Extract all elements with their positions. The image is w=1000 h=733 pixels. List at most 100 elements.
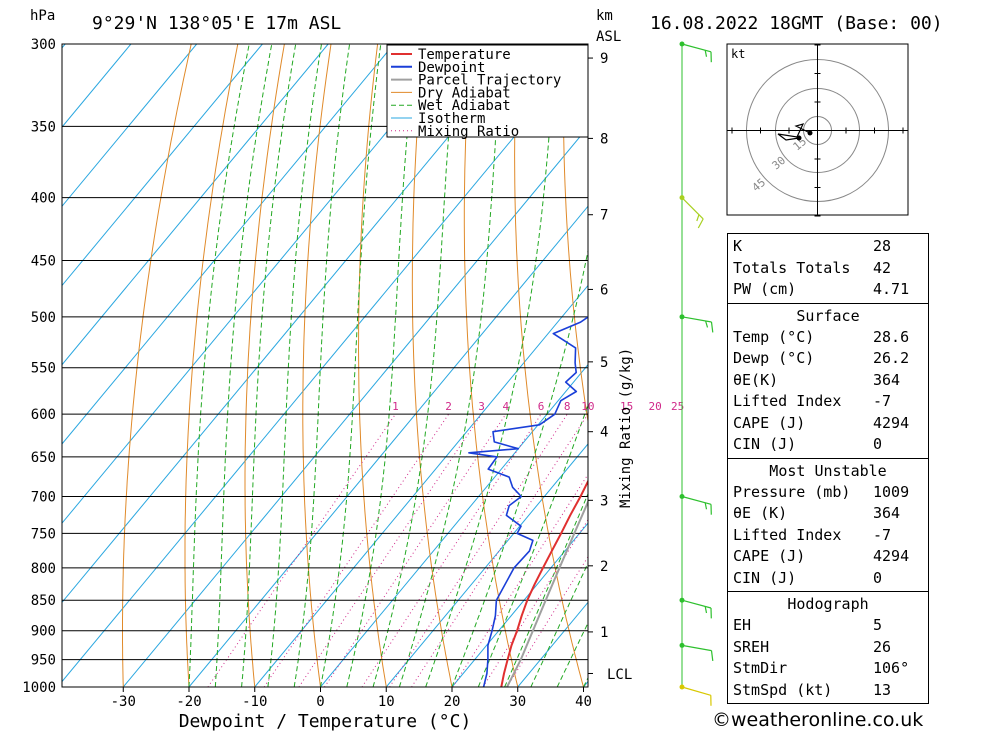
location-title: 9°29'N 138°05'E 17m ASL (92, 13, 341, 34)
wind-barb-shaft (681, 644, 712, 652)
surface-indices: Surface Temp (°C) 28.6 Dewp (°C) 26.2 θE(K) 3… (728, 302, 928, 458)
isotherm-line (385, 443, 588, 687)
most-unstable-title: Most Unstable (769, 461, 887, 480)
hodograph-index-value: 26 (873, 637, 892, 656)
surface-index-row: Dewp (°C) 26.2 (728, 348, 928, 370)
surface-index-value: 0 (873, 435, 883, 453)
mixing-ratio-line (298, 413, 482, 687)
mixing-ratio-line (263, 413, 450, 687)
wet-adiabat-line (451, 248, 588, 687)
legend-label: Isotherm (418, 111, 485, 127)
hodograph-index-value: 106° (873, 659, 910, 677)
most-unstable-index-row: CIN (J) 0 (728, 568, 928, 590)
y-tick-label: 500 (31, 310, 56, 326)
surface-index-row: CAPE (J) 4294 (728, 413, 928, 435)
y-tick-label: 600 (31, 407, 56, 423)
wind-profile (679, 41, 714, 706)
general-index-key: PW (cm) (733, 280, 797, 298)
surface-index-value: 364 (873, 370, 901, 389)
km-tick-label: 6 (600, 282, 608, 298)
mixing-ratio-line (361, 413, 542, 687)
hodograph-index-row: StmSpd (kt) 13 (728, 680, 928, 702)
y-tick-label: 750 (31, 526, 56, 542)
wind-barb-shaft (681, 43, 712, 53)
legend-label: Mixing Ratio (418, 124, 519, 140)
lcl-label: LCL (607, 667, 632, 683)
isotherm-line (62, 44, 395, 445)
wet-adiabat-line (214, 44, 273, 687)
surface-index-row: Temp (°C) 28.6 (728, 327, 928, 349)
isotherm-line (122, 126, 588, 687)
isotherm-line (320, 363, 588, 687)
hodograph-index-key: EH (733, 616, 752, 634)
x-tick-label: -10 (242, 694, 267, 710)
wet-adiabat-line (241, 44, 297, 687)
general-index-row: PW (cm) 4.71 (728, 279, 928, 301)
surface-index-key: CAPE (J) (733, 413, 806, 432)
most-unstable-index-value: 4294 (873, 547, 910, 565)
wet-adiabat-line (372, 44, 457, 687)
wind-barb-flag (710, 321, 714, 333)
most-unstable-index-row: Lifted Index -7 (728, 525, 928, 547)
wet-adiabat-line (398, 44, 503, 687)
wind-barb-flag (697, 218, 704, 229)
x-axis-label: Dewpoint / Temperature (°C) (179, 711, 472, 732)
general-index-value: 28 (873, 237, 892, 255)
most-unstable-index-value: -7 (873, 525, 892, 544)
dry-adiabat-line (980, 26, 1000, 692)
mixing-ratio-label: 20 (648, 400, 661, 413)
most-unstable-index-key: CIN (J) (733, 568, 797, 587)
y-tick-label: 550 (31, 361, 56, 377)
mixing-ratio-label: 4 (502, 400, 509, 413)
wind-barb-flag (705, 320, 709, 328)
surface-index-value: -7 (873, 392, 892, 410)
wet-adiabat-line (504, 492, 588, 687)
footer-credit[interactable]: ©weatheronline.co.uk (712, 709, 924, 731)
hodograph-index-value: 13 (873, 680, 892, 699)
hodograph-index-row: SREH 26 (728, 637, 928, 659)
most-unstable-index-row: CAPE (J) 4294 (728, 546, 928, 568)
parcel-trajectory-line (505, 499, 588, 687)
unit-hpa: hPa (30, 8, 55, 24)
hodograph-indices: Hodograph EH 5 SREH 26 StmDir 106° StmSpd (kt)… (728, 591, 928, 703)
surface-index-value: 28.6 (873, 327, 910, 346)
dry-adiabat-line (934, 26, 1000, 692)
most-unstable-index-key: Lifted Index (733, 525, 842, 544)
y-tick-label: 850 (31, 593, 56, 609)
isotherm-line (62, 47, 588, 683)
km-tick-label: 9 (600, 51, 608, 67)
hodograph-point (807, 130, 813, 136)
x-tick-label: 40 (575, 694, 592, 710)
isotherm-line (254, 284, 588, 687)
wind-barb-flag (710, 650, 714, 661)
general-index-key: Totals Totals (733, 258, 851, 277)
y-tick-label: 650 (31, 450, 56, 466)
km-tick-label: 7 (600, 208, 608, 224)
isotherm-line (62, 44, 526, 604)
wet-adiabat-line (477, 403, 588, 687)
wind-barb-shaft (681, 599, 712, 609)
surface-index-key: θE(K) (733, 370, 779, 389)
mixing-ratio-axis-label: Mixing Ratio (g/kg) (618, 348, 634, 508)
y-tick-label: 300 (31, 37, 56, 53)
general-indices: K 28 Totals Totals 42 PW (cm) 4.71 (728, 234, 928, 303)
mixing-ratio-label: 2 (445, 400, 452, 413)
mixing-ratio-line (324, 413, 507, 687)
general-index-value: 4.71 (873, 280, 910, 298)
x-tick-label: 30 (509, 694, 526, 710)
temperature-line (500, 479, 588, 687)
y-tick-label: 800 (31, 561, 56, 577)
y-tick-label: 450 (31, 254, 56, 270)
most-unstable-index-key: θE (K) (733, 504, 788, 522)
legend-label: Parcel Trajectory (418, 73, 561, 89)
surface-index-row: Lifted Index -7 (728, 391, 928, 413)
general-index-key: K (733, 237, 743, 255)
isobar-lines (62, 43, 588, 688)
surface-index-row: θE(K) 364 (728, 370, 928, 392)
wind-barb-flag (704, 502, 708, 510)
unit-km: km (596, 8, 613, 24)
surface-index-key: Dewp (°C) (733, 349, 815, 367)
y-tick-label: 400 (31, 191, 56, 207)
